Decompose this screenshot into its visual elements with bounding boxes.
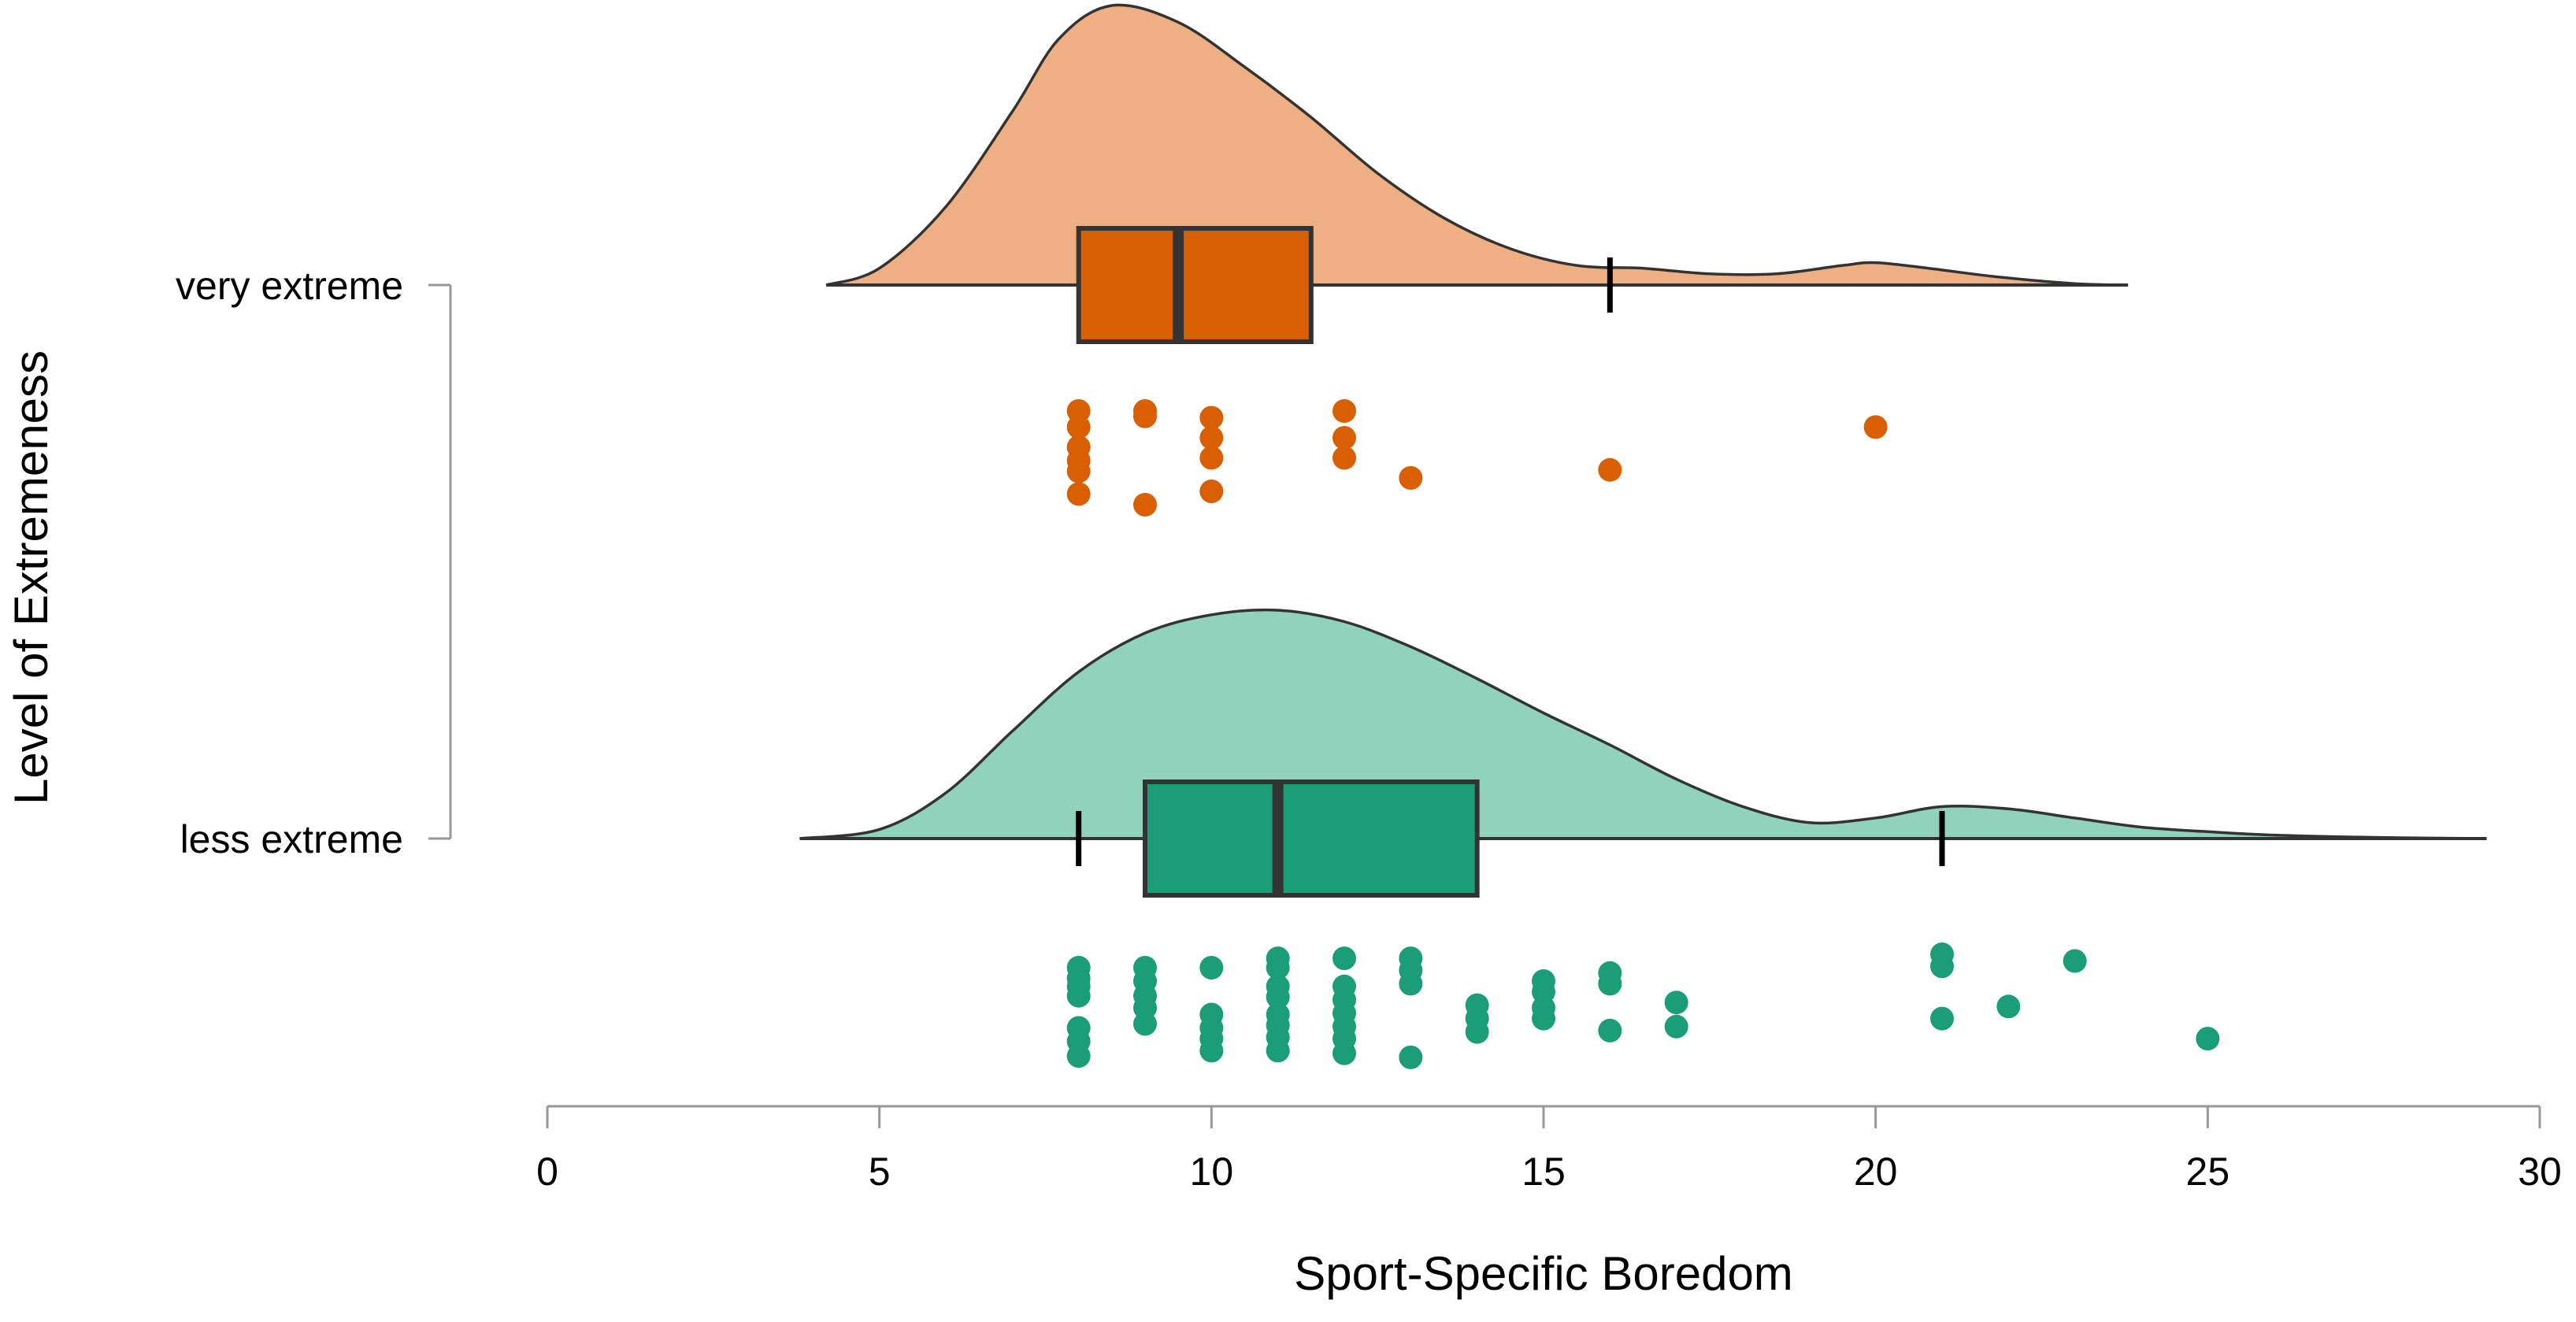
density-cloud-less-extreme	[799, 608, 2487, 840]
data-point	[1066, 1044, 1091, 1068]
data-point	[1399, 972, 1423, 996]
data-point	[1598, 457, 1622, 482]
x-tick-label: 15	[1522, 1150, 1566, 1194]
data-point	[1133, 493, 1157, 517]
data-point	[1199, 446, 1224, 470]
x-tick-label: 30	[2518, 1150, 2562, 1194]
data-point	[1664, 1014, 1688, 1039]
data-point	[1266, 956, 1290, 979]
data-point	[1863, 415, 1888, 439]
y-axis: very extreme less extreme Level of Extrem…	[5, 264, 452, 861]
data-point	[1332, 426, 1356, 450]
rain-points-very-extreme	[1066, 399, 1888, 517]
y-ticks: very extreme less extreme	[176, 264, 450, 861]
x-axis-title: Sport-Specific Boredom	[1294, 1247, 1793, 1300]
data-point	[1598, 972, 1622, 996]
x-tick-label: 0	[536, 1150, 558, 1194]
data-point	[1066, 459, 1091, 483]
x-tick-label: 5	[869, 1150, 891, 1194]
data-point	[1465, 1020, 1489, 1044]
data-point	[1332, 446, 1356, 470]
data-point	[1199, 426, 1224, 450]
x-ticks: 0 5 10 15 20 25 30	[536, 1106, 2562, 1194]
x-tick-label: 20	[1854, 1150, 1898, 1194]
data-point	[1332, 946, 1356, 971]
data-point	[1199, 480, 1224, 503]
data-point	[1664, 991, 1688, 1015]
y-axis-title: Level of Extremeness	[5, 350, 57, 805]
data-point	[1266, 985, 1290, 1009]
x-tick-label: 10	[1190, 1150, 1234, 1194]
y-tick-label: less extreme	[180, 817, 403, 861]
x-tick-label: 25	[2186, 1150, 2230, 1194]
data-point	[1399, 466, 1423, 490]
plot-layer	[799, 3, 2487, 1069]
data-point	[1598, 1018, 1622, 1042]
data-point	[1199, 956, 1224, 979]
data-point	[1199, 405, 1224, 430]
data-point	[1066, 482, 1091, 506]
data-point	[2196, 1027, 2220, 1051]
data-point	[1996, 994, 2021, 1019]
data-point	[1930, 1006, 1954, 1031]
x-axis: 0 5 10 15 20 25 30 Sport-Specific Boredom	[536, 1105, 2562, 1300]
data-point	[1133, 404, 1157, 428]
density-cloud-very-extreme	[825, 3, 2129, 287]
data-point	[1066, 983, 1091, 1008]
data-point	[1266, 1039, 1290, 1063]
group-less-extreme	[799, 608, 2487, 1069]
data-point	[1133, 1012, 1157, 1036]
data-point	[1199, 1039, 1224, 1063]
group-very-extreme	[825, 3, 2129, 517]
rain-points-less-extreme	[1066, 942, 2220, 1069]
data-point	[1332, 1041, 1356, 1065]
data-point	[1066, 415, 1091, 439]
data-point	[1532, 1006, 1555, 1031]
data-point	[2063, 949, 2087, 973]
data-point	[1930, 954, 1954, 979]
y-tick-label: very extreme	[176, 264, 403, 308]
data-point	[1399, 1045, 1423, 1069]
box-very-extreme	[1076, 226, 1314, 344]
box-less-extreme	[1143, 779, 1480, 898]
data-point	[1332, 399, 1356, 423]
